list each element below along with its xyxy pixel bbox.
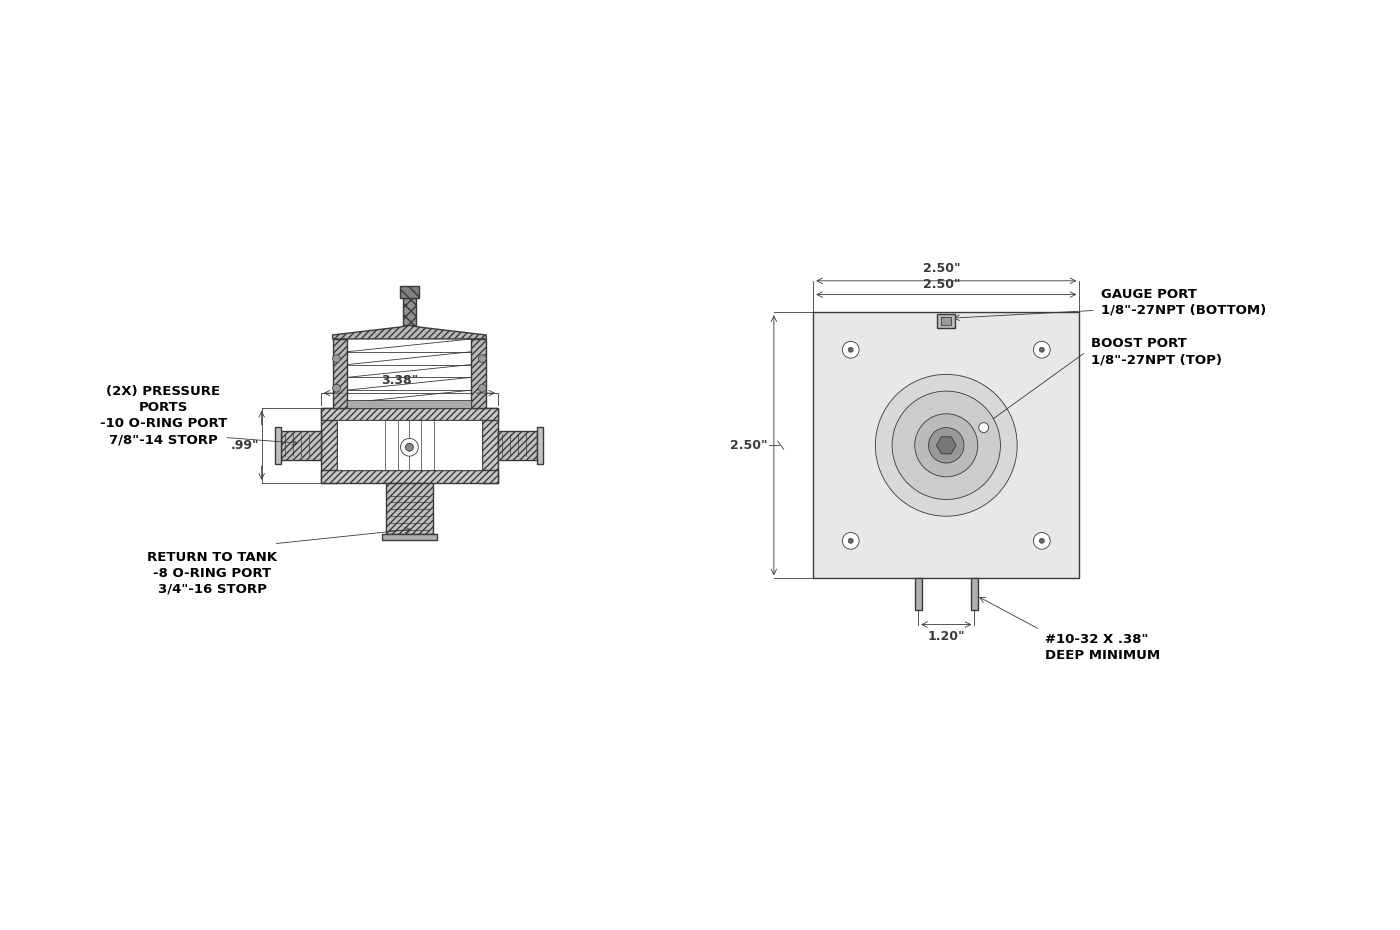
Bar bbox=[321, 408, 336, 483]
Circle shape bbox=[914, 414, 977, 477]
Circle shape bbox=[848, 538, 853, 543]
Bar bbox=[399, 286, 419, 298]
Text: 2.50": 2.50" bbox=[923, 278, 960, 291]
Bar bbox=[914, 578, 921, 610]
Text: .99": .99" bbox=[231, 439, 259, 452]
Polygon shape bbox=[333, 326, 486, 339]
Bar bbox=[472, 339, 486, 408]
Circle shape bbox=[333, 354, 340, 363]
Circle shape bbox=[979, 422, 988, 432]
Circle shape bbox=[1039, 538, 1044, 543]
Text: 1.20": 1.20" bbox=[927, 631, 965, 644]
Bar bbox=[321, 471, 498, 483]
Bar bbox=[538, 427, 543, 464]
Text: GAUGE PORT
1/8"-27NPT (BOTTOM): GAUGE PORT 1/8"-27NPT (BOTTOM) bbox=[1100, 288, 1266, 317]
Bar bbox=[970, 578, 977, 610]
Bar bbox=[941, 317, 951, 325]
Bar bbox=[347, 400, 472, 408]
Text: 2.50": 2.50" bbox=[923, 262, 960, 275]
Circle shape bbox=[843, 533, 860, 550]
Polygon shape bbox=[937, 437, 956, 454]
Circle shape bbox=[406, 444, 413, 451]
Circle shape bbox=[848, 347, 853, 352]
Bar bbox=[382, 534, 437, 539]
Circle shape bbox=[928, 428, 965, 463]
Circle shape bbox=[479, 384, 486, 392]
Bar bbox=[386, 483, 433, 534]
Text: RETURN TO TANK
-8 O-RING PORT
3/4"-16 STORP: RETURN TO TANK -8 O-RING PORT 3/4"-16 ST… bbox=[147, 551, 277, 596]
Circle shape bbox=[1033, 341, 1050, 358]
Circle shape bbox=[892, 392, 1001, 499]
Circle shape bbox=[400, 438, 419, 456]
Bar bbox=[276, 427, 281, 464]
Circle shape bbox=[843, 341, 860, 358]
Circle shape bbox=[875, 375, 1018, 516]
Bar bbox=[321, 408, 498, 420]
Text: #10-32 X .38"
DEEP MINIMUM: #10-32 X .38" DEEP MINIMUM bbox=[1044, 632, 1159, 662]
Bar bbox=[813, 312, 1079, 578]
Text: 3.38": 3.38" bbox=[381, 374, 419, 387]
Text: BOOST PORT
1/8"-27NPT (TOP): BOOST PORT 1/8"-27NPT (TOP) bbox=[1091, 338, 1222, 366]
Circle shape bbox=[479, 354, 486, 363]
Bar bbox=[483, 408, 498, 483]
Bar bbox=[336, 420, 483, 471]
Bar bbox=[281, 431, 321, 460]
Bar bbox=[333, 339, 347, 408]
Bar bbox=[403, 298, 416, 326]
Circle shape bbox=[333, 384, 340, 392]
Circle shape bbox=[1039, 347, 1044, 352]
Circle shape bbox=[1033, 533, 1050, 550]
Text: (2X) PRESSURE
PORTS
-10 O-RING PORT
7/8"-14 STORP: (2X) PRESSURE PORTS -10 O-RING PORT 7/8"… bbox=[99, 385, 227, 446]
Bar bbox=[498, 431, 538, 460]
Bar bbox=[938, 314, 955, 328]
Text: 2.50": 2.50" bbox=[731, 439, 769, 452]
